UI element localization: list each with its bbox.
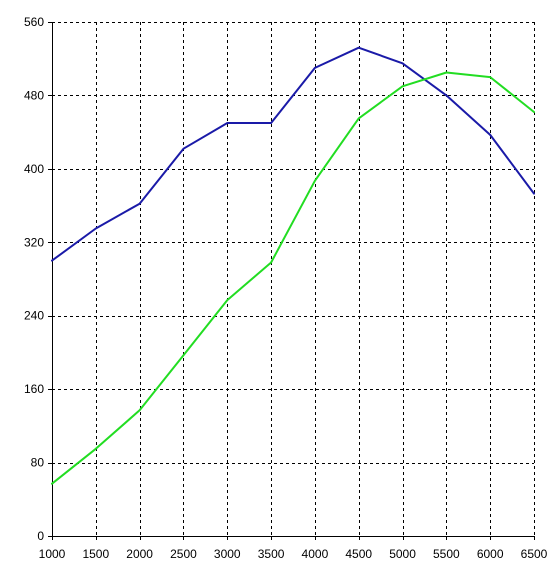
x-tick-label: 2500: [170, 547, 197, 561]
series-lines: [51, 46, 535, 485]
grid: [52, 22, 535, 536]
x-tick-label: 2000: [126, 547, 153, 561]
y-tick-label: 560: [24, 15, 44, 29]
y-tick-label: 240: [24, 309, 44, 323]
y-tick-label: 80: [31, 456, 45, 470]
x-tick-label: 3500: [258, 547, 285, 561]
x-tick-label: 5000: [389, 547, 416, 561]
x-tick-labels: 1000 1500 2000 2500 3000 3500 4000 4500 5000 5500…: [39, 547, 548, 561]
y-tick-labels: 0 80 160 240 320 400 480 560: [24, 15, 44, 543]
x-tick-label: 6500: [521, 547, 548, 561]
x-tick-label: 1500: [82, 547, 109, 561]
y-tick-label: 320: [24, 235, 44, 249]
x-tick-label: 5500: [433, 547, 460, 561]
series-line-2: [51, 71, 535, 485]
y-tick-label: 480: [24, 88, 44, 102]
series-line-1: [51, 46, 535, 262]
x-tick-label: 3000: [214, 547, 241, 561]
y-tick-label: 400: [24, 162, 44, 176]
x-tick-label: 4000: [302, 547, 329, 561]
x-tick-label: 1000: [39, 547, 66, 561]
x-tick-label: 4500: [345, 547, 372, 561]
axes: [48, 22, 535, 540]
y-tick-label: 0: [37, 529, 44, 543]
x-tick-label: 6000: [477, 547, 504, 561]
y-tick-label: 160: [24, 382, 44, 396]
